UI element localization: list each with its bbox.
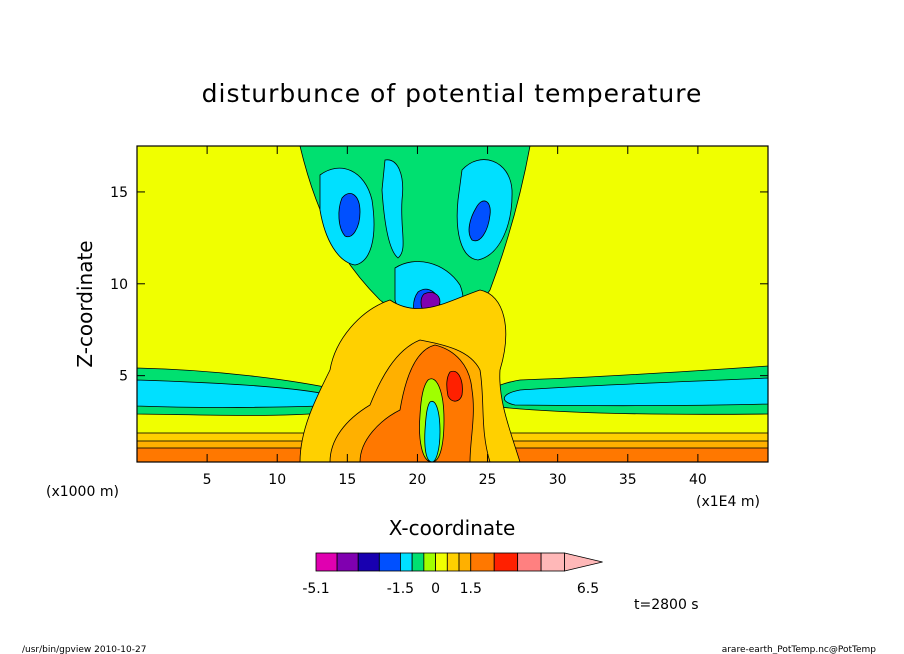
chart-title: disturbunce of potential temperature [202, 79, 703, 108]
colorbar-segment [446, 552, 460, 572]
colorbar-segment [493, 552, 519, 572]
plume-center-cyan [424, 400, 441, 462]
colorbar-segment [423, 552, 436, 572]
colorbar-segment [517, 552, 542, 572]
x-axis-unit: (x1E4 m) [696, 494, 760, 510]
cyan-lobe-center-left [381, 159, 404, 259]
colorbar-tick-label: -1.5 [387, 581, 414, 597]
y-axis-label: Z-coordinate [73, 240, 97, 367]
plume-deep-orange [359, 344, 474, 462]
x-tick-label: 25 [479, 472, 497, 488]
y-axis-unit: (x1000 m) [46, 484, 119, 500]
colorbar-segment [315, 552, 338, 572]
x-tick-label: 5 [203, 472, 212, 488]
y-tick-label: 15 [110, 185, 128, 201]
blue-spot-right [468, 200, 491, 242]
x-tick-label: 15 [338, 472, 356, 488]
plume-red-spot [446, 370, 463, 402]
colorbar-tick-label: 6.5 [577, 581, 599, 597]
right-cyan-layer [503, 377, 768, 407]
colorbar-end-triangle [564, 552, 603, 572]
colorbar-segment [540, 552, 565, 572]
footer-left: /usr/bin/gpview 2010-10-27 [22, 645, 146, 654]
x-tick-label: 35 [619, 472, 637, 488]
colorbar-tick-label: 1.5 [460, 581, 482, 597]
x-tick-label: 40 [689, 472, 707, 488]
x-tick-label: 30 [549, 472, 567, 488]
x-axis-label: X-coordinate [389, 516, 516, 540]
x-axis-ticks: 5 10 15 20 25 30 35 40 [203, 146, 707, 488]
x-tick-label: 20 [409, 472, 427, 488]
y-tick-label: 5 [119, 369, 128, 385]
plot-frame [136, 145, 769, 463]
colorbar-segment [400, 552, 413, 572]
contour-field [137, 146, 768, 462]
colorbar-segment [336, 552, 359, 572]
colorbar [315, 552, 603, 572]
time-label: t=2800 s [634, 597, 699, 613]
footer-right: arare-earth_PotTemp.nc@PotTemp [722, 645, 877, 654]
y-axis-ticks: 5 10 15 [110, 185, 768, 385]
colorbar-segment [378, 552, 401, 572]
colorbar-tick-label: -5.1 [302, 581, 329, 597]
colorbar-labels: -5.1 -1.5 0 1.5 6.5 [302, 581, 599, 597]
colorbar-segment [458, 552, 472, 572]
colorbar-segment [411, 552, 425, 572]
blue-spot-left [338, 193, 361, 238]
colorbar-segment [357, 552, 380, 572]
colorbar-tick-label: 0 [431, 581, 440, 597]
y-tick-label: 10 [110, 277, 128, 293]
colorbar-segment [435, 552, 448, 572]
x-tick-label: 10 [268, 472, 286, 488]
colorbar-segment [470, 552, 495, 572]
